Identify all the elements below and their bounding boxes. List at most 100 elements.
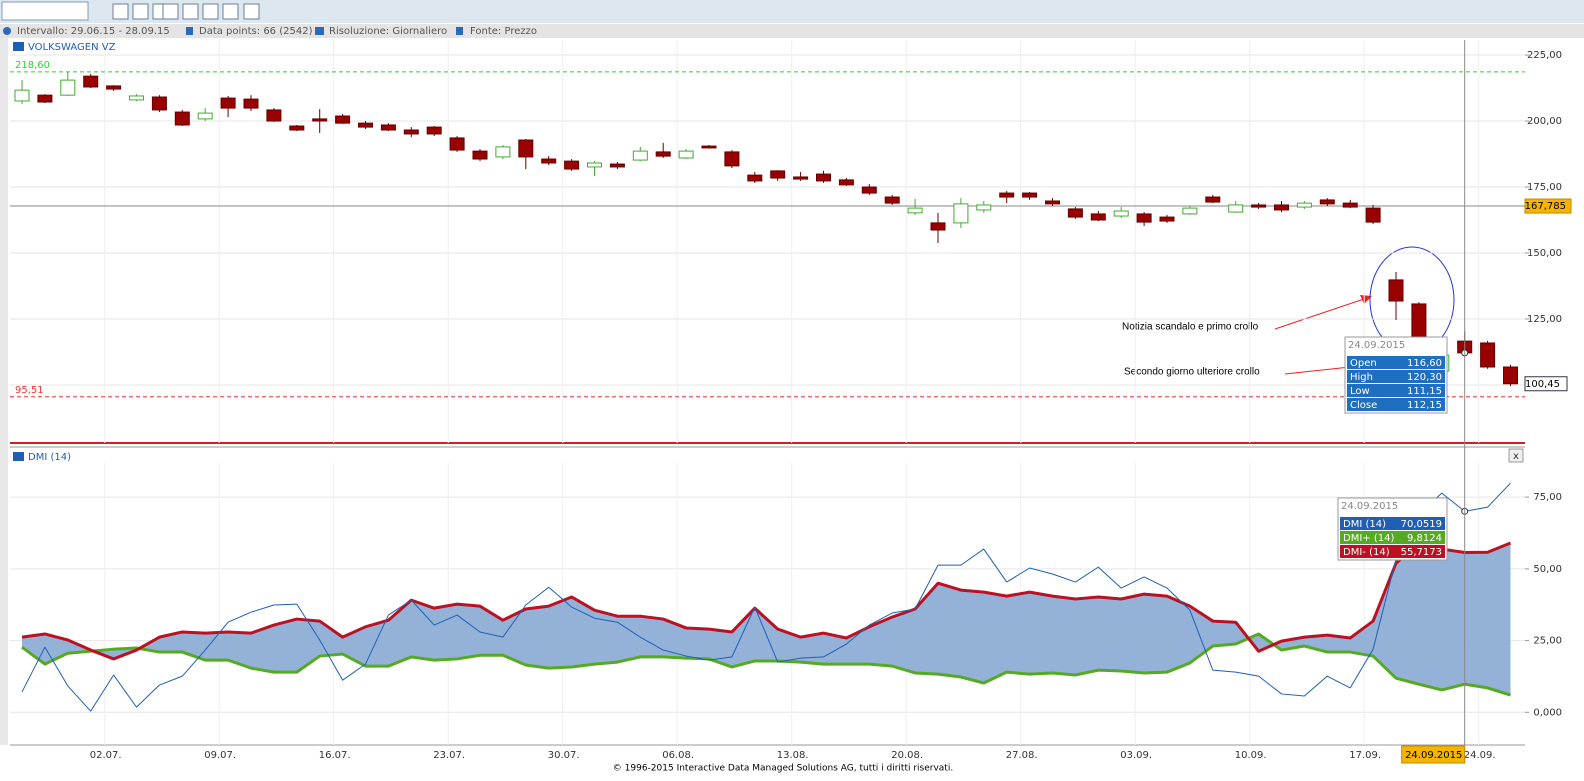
tool-zoom[interactable] [112, 3, 129, 20]
candle-body [266, 109, 282, 122]
y-tick-label: 225,00 [1527, 50, 1562, 61]
candle-body [243, 98, 259, 109]
tooltip-value: 55,7173 [1401, 547, 1442, 558]
info-icon [3, 27, 11, 35]
tool-icons [112, 3, 260, 20]
tooltip-name: Open [1350, 358, 1377, 369]
candle-body [174, 111, 190, 126]
candle-body [587, 162, 602, 168]
candle-body [60, 79, 76, 96]
x-tick-label: 16.07. [319, 750, 351, 761]
candle-body [151, 96, 167, 111]
series-line [21, 541, 1512, 661]
candle-body [1136, 213, 1152, 223]
x-tick-label: 09.07. [204, 750, 236, 761]
tooltip-date: 24.09.2015 [1341, 501, 1398, 512]
x-tick-label: 17.09. [1349, 750, 1381, 761]
legend-label: DMI (14) [28, 452, 71, 463]
candle-body [1251, 204, 1267, 208]
toolbar-bg [0, 0, 1584, 23]
y-tick-label: 25,00 [1533, 636, 1562, 647]
tool-chart[interactable] [132, 3, 149, 20]
tool-indicators[interactable] [182, 3, 199, 20]
candle-body [1480, 342, 1496, 368]
tooltip-value: 112,15 [1407, 400, 1442, 411]
candle-body [701, 145, 717, 149]
footer: © 1996-2015 Interactive Data Managed Sol… [613, 764, 953, 774]
candle-body [197, 112, 213, 120]
candle-body [1342, 202, 1358, 208]
tool-settings[interactable] [243, 3, 260, 20]
close-button-label[interactable]: x [1513, 451, 1519, 462]
tooltip-name: High [1350, 372, 1373, 383]
candle-body [564, 160, 580, 170]
tool-text[interactable] [202, 3, 219, 20]
x-tick-label: 27.08. [1006, 750, 1038, 761]
tool-edit[interactable] [162, 3, 179, 20]
x-tick-label: 24.09. [1464, 750, 1496, 761]
toolbar: Intervallo: 29.06.15 - 28.09.15 Data poi… [0, 0, 1584, 38]
candle-body [999, 192, 1015, 198]
tooltip-row [1340, 545, 1445, 558]
candle-body [83, 75, 99, 88]
x-tick-label: 30.07. [548, 750, 580, 761]
crosshair-label: 167,785 [1525, 201, 1566, 212]
reference-label: 218,60 [15, 60, 50, 71]
x-tick-label: 06.08. [662, 750, 694, 761]
y-tick-label: 0,000 [1533, 707, 1562, 718]
y-tick-label: 50,00 [1533, 564, 1562, 575]
candle-body [632, 150, 648, 161]
candle-body [449, 137, 465, 151]
candle-body [1296, 202, 1312, 208]
candle-body [1411, 303, 1427, 339]
annotation: Notizia scandalo e primo crollo [1122, 322, 1259, 333]
candle-body [861, 186, 877, 194]
candle-body [129, 95, 144, 101]
x-tick-label: 13.08. [777, 750, 809, 761]
tooltip-row [1347, 356, 1445, 369]
candle-body [1319, 199, 1335, 205]
candle-body [770, 170, 786, 179]
candle-body [380, 124, 396, 131]
tooltip-name: DMI- (14) [1343, 547, 1390, 558]
y-tick-label: 175,00 [1527, 182, 1562, 193]
reference-label: 95,51 [15, 385, 44, 396]
candle-body [884, 196, 900, 204]
close-button[interactable] [1508, 448, 1524, 463]
crosshair-date: 24.09.2015 [1405, 750, 1462, 761]
candle-body [747, 174, 763, 182]
tooltip-row [1347, 398, 1445, 411]
candle-body [1045, 200, 1060, 205]
candle-body [14, 89, 30, 102]
candle-body [1022, 192, 1038, 198]
candle-body [426, 126, 442, 135]
candle-body [312, 118, 328, 122]
info-source: Fonte: Prezzo [470, 26, 537, 37]
candle-body [289, 125, 305, 131]
last-value-bg [1524, 376, 1568, 392]
tooltip-date: 24.09.2015 [1348, 340, 1405, 351]
x-tick-label: 10.09. [1235, 750, 1267, 761]
series-line [21, 482, 1511, 712]
legend-swatch [13, 452, 24, 461]
candle-body [541, 158, 557, 164]
candle-body [907, 207, 923, 214]
info-resolution: Risoluzione: Giornaliero [329, 26, 447, 37]
candle-body [793, 176, 809, 180]
tooltip-value: 111,15 [1407, 386, 1442, 397]
search-box[interactable] [1, 1, 89, 21]
tool-print[interactable] [222, 3, 239, 20]
y-tick-label: 200,00 [1527, 116, 1562, 127]
candle-body [655, 151, 671, 157]
candle-body [220, 97, 236, 109]
info-icon [186, 27, 193, 35]
tooltip-value: 70,0519 [1401, 519, 1442, 530]
tooltip-name: DMI (14) [1343, 519, 1386, 530]
candle-body [1228, 204, 1244, 213]
candle-body [495, 146, 511, 158]
candle-body [1205, 196, 1221, 203]
tooltip-value: 116,60 [1407, 358, 1442, 369]
legend-label: VOLKSWAGEN VZ [28, 42, 116, 53]
candle-body [37, 94, 53, 103]
info-icon [456, 27, 463, 35]
